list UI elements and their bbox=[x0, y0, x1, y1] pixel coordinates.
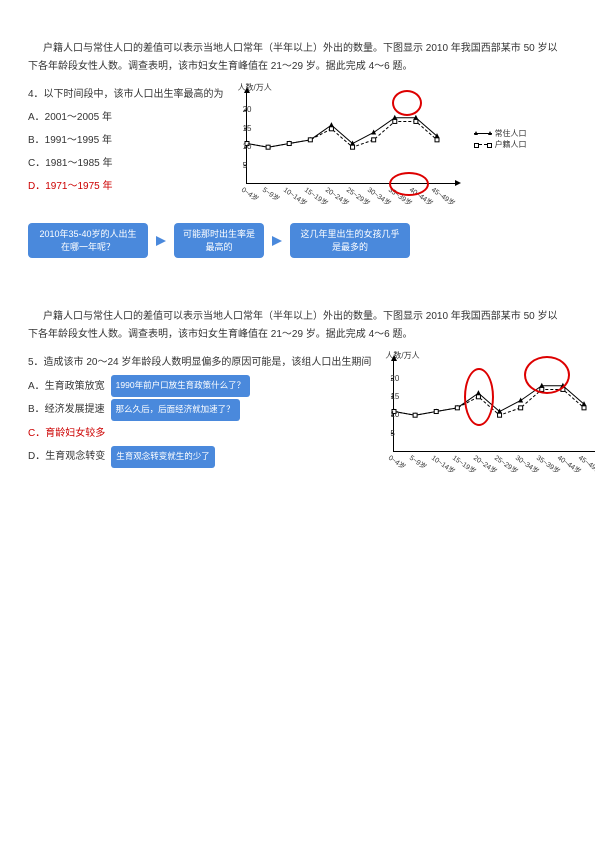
option-5d: D．生育观念转变 生育观念转变就生的少了 bbox=[28, 446, 371, 468]
chart-wrap-2: 人数/万人 51015200~4岁5~9岁10~14岁15~19岁20~24岁2… bbox=[377, 352, 595, 467]
callout-3: 这几年里出生的女孩几乎是最多的 bbox=[290, 223, 410, 258]
plot-area-2: 51015200~4岁5~9岁10~14岁15~19岁20~24岁25~29岁3… bbox=[393, 360, 595, 452]
x-tick-label: 0~4岁 bbox=[239, 185, 260, 204]
question-4: 4．以下时间段中，该市人口出生率最高的为 bbox=[28, 84, 224, 105]
chart-wrap-1: 人数/万人 51015200~4岁5~9岁10~14岁15~19岁20~24岁2… bbox=[230, 84, 567, 199]
y-tick-label: 10 bbox=[243, 142, 252, 151]
bubble-5d: 生育观念转变就生的少了 bbox=[111, 446, 215, 468]
plot-area-1: 51015200~4岁5~9岁10~14岁15~19岁20~24岁25~29岁3… bbox=[246, 92, 456, 184]
highlight-circle bbox=[389, 172, 429, 196]
option-4a: A．2001～2005 年 bbox=[28, 107, 224, 128]
options-q4: 4．以下时间段中，该市人口出生率最高的为 A．2001～2005 年 B．199… bbox=[28, 84, 224, 199]
legend-huji: 户籍人口 bbox=[474, 139, 527, 150]
highlight-circle bbox=[392, 90, 422, 116]
option-4d-correct: D．1971～1975 年 bbox=[28, 176, 224, 197]
arrow-right-icon bbox=[272, 236, 282, 246]
bubble-5b: 那么久后，后面经济就加速了？ bbox=[111, 399, 240, 421]
slide-q5: 户籍人口与常住人口的差值可以表示当地人口常年（半年以上）外出的数量。下图显示 2… bbox=[28, 308, 567, 470]
y-tick-label: 10 bbox=[390, 410, 399, 419]
arrow-right-icon bbox=[156, 236, 166, 246]
legend-changzhu: 常住人口 bbox=[474, 128, 527, 139]
content-row-2: 5．造成该市 20～24 岁年龄段人数明显偏多的原因可能是，该组人口出生期间 A… bbox=[28, 352, 567, 470]
bubble-5a: 1990年前户口放生育政策什么了？ bbox=[111, 375, 250, 397]
y-tick-label: 15 bbox=[390, 392, 399, 401]
callout-row: 2010年35-40岁的人出生在哪一年呢？ 可能那时出生率是最高的 这几年里出生… bbox=[28, 223, 567, 258]
y-tick-label: 5 bbox=[390, 429, 394, 438]
slide-q4: 户籍人口与常住人口的差值可以表示当地人口常年（半年以上）外出的数量。下图显示 2… bbox=[28, 40, 567, 258]
option-5c-correct: C．育龄妇女较多 bbox=[28, 423, 371, 444]
callout-1: 2010年35-40岁的人出生在哪一年呢？ bbox=[28, 223, 148, 258]
option-5a: A．生育政策放宽 1990年前户口放生育政策什么了？ bbox=[28, 375, 371, 397]
y-tick-label: 20 bbox=[243, 105, 252, 114]
population-chart-2: 人数/万人 51015200~4岁5~9岁10~14岁15~19岁20~24岁2… bbox=[377, 352, 595, 467]
x-tick-label: 5~9岁 bbox=[260, 185, 281, 204]
y-tick-label: 5 bbox=[243, 161, 247, 170]
y-tick-label: 15 bbox=[243, 124, 252, 133]
chart-lines-1 bbox=[247, 92, 456, 183]
question-5: 5．造成该市 20～24 岁年龄段人数明显偏多的原因可能是，该组人口出生期间 bbox=[28, 352, 371, 373]
intro-text-2: 户籍人口与常住人口的差值可以表示当地人口常年（半年以上）外出的数量。下图显示 2… bbox=[28, 308, 567, 344]
x-tick-label: 5~9岁 bbox=[408, 453, 429, 472]
x-tick-label: 0~4岁 bbox=[387, 453, 408, 472]
y-tick-label: 20 bbox=[390, 374, 399, 383]
option-5b: B．经济发展提速 那么久后，后面经济就加速了？ bbox=[28, 399, 371, 421]
population-chart-1: 人数/万人 51015200~4岁5~9岁10~14岁15~19岁20~24岁2… bbox=[230, 84, 465, 199]
content-row-1: 4．以下时间段中，该市人口出生率最高的为 A．2001～2005 年 B．199… bbox=[28, 84, 567, 199]
options-q5: 5．造成该市 20～24 岁年龄段人数明显偏多的原因可能是，该组人口出生期间 A… bbox=[28, 352, 371, 470]
x-tick-label: 45~49岁 bbox=[429, 185, 457, 208]
intro-text-1: 户籍人口与常住人口的差值可以表示当地人口常年（半年以上）外出的数量。下图显示 2… bbox=[28, 40, 567, 76]
callout-2: 可能那时出生率是最高的 bbox=[174, 223, 264, 258]
option-4b: B．1991～1995 年 bbox=[28, 130, 224, 151]
legend-1: 常住人口 户籍人口 bbox=[474, 128, 527, 150]
option-4c: C．1981～1985 年 bbox=[28, 153, 224, 174]
